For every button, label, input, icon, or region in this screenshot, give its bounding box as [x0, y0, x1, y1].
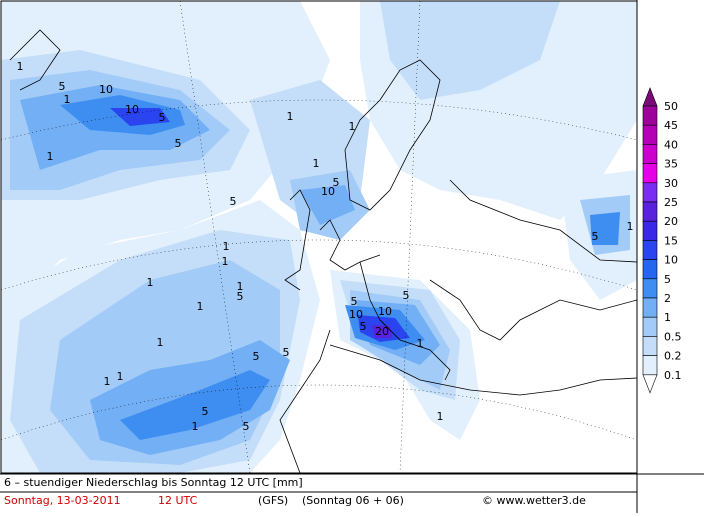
contour-label: 5: [253, 350, 260, 363]
contour-label: 5: [202, 405, 209, 418]
footer-time: 12 UTC: [158, 494, 198, 507]
colorbar-label: 40: [664, 138, 678, 151]
contour-label: 1: [104, 375, 111, 388]
contour-label: 10: [378, 305, 392, 318]
colorbar-label: 0.5: [664, 330, 682, 343]
contour-label: 5: [351, 295, 358, 308]
contour-label: 1: [222, 255, 229, 268]
contour-label: 5: [237, 290, 244, 303]
contour-label: 5: [333, 176, 340, 189]
contour-label: 1: [117, 370, 124, 383]
contour-label: 1: [64, 93, 71, 106]
colorbar-label: 20: [664, 215, 678, 228]
colorbar-band: [642, 220, 658, 241]
colorbar-band: [642, 336, 658, 356]
colorbar-band: [642, 144, 658, 164]
footer-date: Sonntag, 13-03-2011: [4, 494, 121, 507]
contour-label: 5: [175, 137, 182, 150]
colorbar-label: 30: [664, 177, 678, 190]
contour-label: 1: [17, 60, 24, 73]
colorbar-label: 2: [664, 292, 671, 305]
contour-label: 1: [157, 336, 164, 349]
colorbar-label: 25: [664, 196, 678, 209]
colorbar-band: [642, 105, 658, 126]
colorbar-band: [642, 163, 658, 184]
contour-label: 10: [99, 83, 113, 96]
contour-label: 1: [197, 300, 204, 313]
contour-label: 1: [313, 157, 320, 170]
colorbar-band: [642, 259, 658, 280]
contour-label: 10: [321, 185, 335, 198]
contour-label: 1: [417, 337, 424, 350]
colorbar-label: 1: [664, 311, 671, 324]
colorbar-label: 0.2: [664, 350, 682, 363]
contour-label: 1: [147, 276, 154, 289]
colorbar-label: 45: [664, 119, 678, 132]
contour-label: 5: [243, 420, 250, 433]
colorbar-label: 15: [664, 234, 678, 247]
contour-label: 5: [159, 111, 166, 124]
footer-model: (GFS): [258, 494, 288, 507]
colorbar-label: 5: [664, 273, 671, 286]
colorbar-label: 35: [664, 158, 678, 171]
contour-label: 5: [403, 289, 410, 302]
footer-copyright: © www.wetter3.de: [482, 494, 586, 507]
contour-label: 20: [375, 325, 389, 338]
colorbar-end: [642, 374, 658, 394]
contour-label: 10: [349, 308, 363, 321]
contour-label: 1: [437, 410, 444, 423]
colorbar-band: [642, 182, 658, 203]
contour-label: 1: [237, 280, 244, 293]
colorbar: 50 45 40 35 30 25 20 15 10 5 2 1 0.5 0.2 0.1: [642, 87, 682, 394]
contour-label: 1: [287, 110, 294, 123]
contour-label: 1: [627, 220, 634, 233]
colorbar-band: [642, 124, 658, 145]
colorbar-band: [642, 278, 658, 299]
contour-label: 5: [59, 80, 66, 93]
colorbar-band: [642, 316, 658, 337]
contour-label: 1: [192, 420, 199, 433]
colorbar-label: 50: [664, 100, 678, 113]
precip-20: [372, 325, 392, 338]
contour-label: 1: [349, 120, 356, 133]
contour-label: 5: [230, 195, 237, 208]
colorbar-label: 0.1: [664, 369, 682, 382]
contour-label: 5: [360, 320, 367, 333]
contour-label: 1: [223, 240, 230, 253]
footer-run: (Sonntag 06 + 06): [302, 494, 404, 507]
footer-description: 6 – stuendiger Niederschlag bis Sonntag …: [4, 476, 303, 489]
contour-label: 10: [125, 103, 139, 116]
graticule: [0, 0, 638, 474]
contour-label: 5: [283, 346, 290, 359]
contour-label: 5: [592, 230, 599, 243]
contour-label: 1: [47, 150, 54, 163]
colorbar-band: [642, 355, 658, 376]
colorbar-band: [642, 297, 658, 318]
colorbar-band: [642, 201, 658, 222]
colorbar-label: 10: [664, 254, 678, 267]
colorbar-band: [642, 240, 658, 260]
coastlines: [9, 29, 638, 474]
